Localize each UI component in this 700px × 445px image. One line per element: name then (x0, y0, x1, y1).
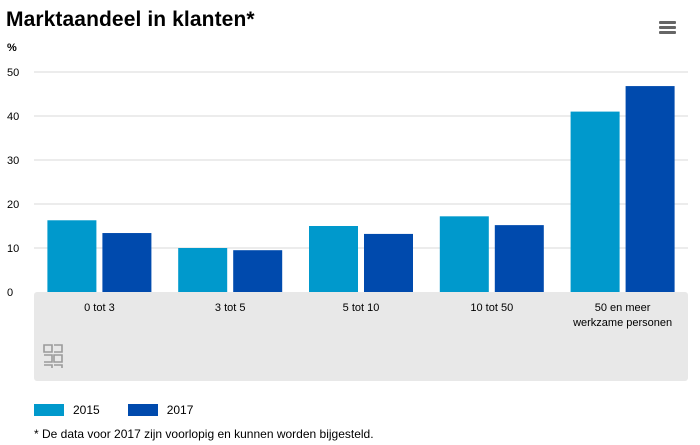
bar-2017-1[interactable] (233, 250, 283, 292)
hamburger-menu-icon[interactable] (659, 21, 677, 35)
legend: 2015 2017 (34, 403, 221, 417)
category-labels: 0 tot 3 3 tot 5 5 tot 10 10 tot 50 50 en mee… (84, 302, 672, 329)
bar-2017-4[interactable] (625, 86, 675, 292)
legend-label-2017: 2017 (166, 403, 194, 417)
footnote: * De data voor 2017 zijn voorlopig en ku… (34, 427, 374, 441)
y-tick-label: 0 (7, 287, 13, 299)
category-label: 50 en meer (595, 302, 651, 314)
category-label: 3 tot 5 (215, 302, 246, 314)
category-label: werkzame personen (572, 317, 672, 329)
cbs-logo-icon (43, 344, 63, 368)
bar-2015-1[interactable] (178, 248, 228, 292)
y-tick-label: 30 (7, 155, 19, 167)
legend-swatch-2017 (127, 404, 158, 416)
y-axis-unit-label: % (7, 42, 17, 54)
bar-2017-0[interactable] (102, 233, 152, 292)
bars (47, 86, 675, 292)
bar-2015-3[interactable] (439, 216, 489, 292)
page-title: Marktaandeel in klanten* (6, 8, 255, 31)
y-tick-label: 10 (7, 243, 19, 255)
category-label: 10 tot 50 (470, 302, 513, 314)
bar-2015-0[interactable] (47, 220, 97, 292)
bar-2017-2[interactable] (364, 233, 413, 292)
legend-label-2015: 2015 (73, 403, 100, 417)
bar-2015-2[interactable] (309, 226, 358, 292)
bar-2017-3[interactable] (494, 225, 544, 292)
legend-swatch-2015 (34, 404, 64, 416)
legend-item-2017[interactable]: 2017 (127, 403, 194, 417)
legend-item-2015[interactable]: 2015 (34, 403, 100, 417)
y-axis-ticks: 0 10 20 30 40 50 (7, 67, 19, 299)
category-axis-panel (34, 292, 688, 381)
y-tick-label: 50 (7, 67, 19, 79)
bar-2015-4[interactable] (570, 111, 620, 292)
category-label: 0 tot 3 (84, 302, 115, 314)
bar-chart: 0 10 20 30 40 50 0 tot 3 3 tot 5 5 tot 10 10 tot… (7, 67, 688, 381)
y-tick-label: 20 (7, 199, 19, 211)
y-tick-label: 40 (7, 111, 19, 123)
category-label: 5 tot 10 (343, 302, 380, 314)
